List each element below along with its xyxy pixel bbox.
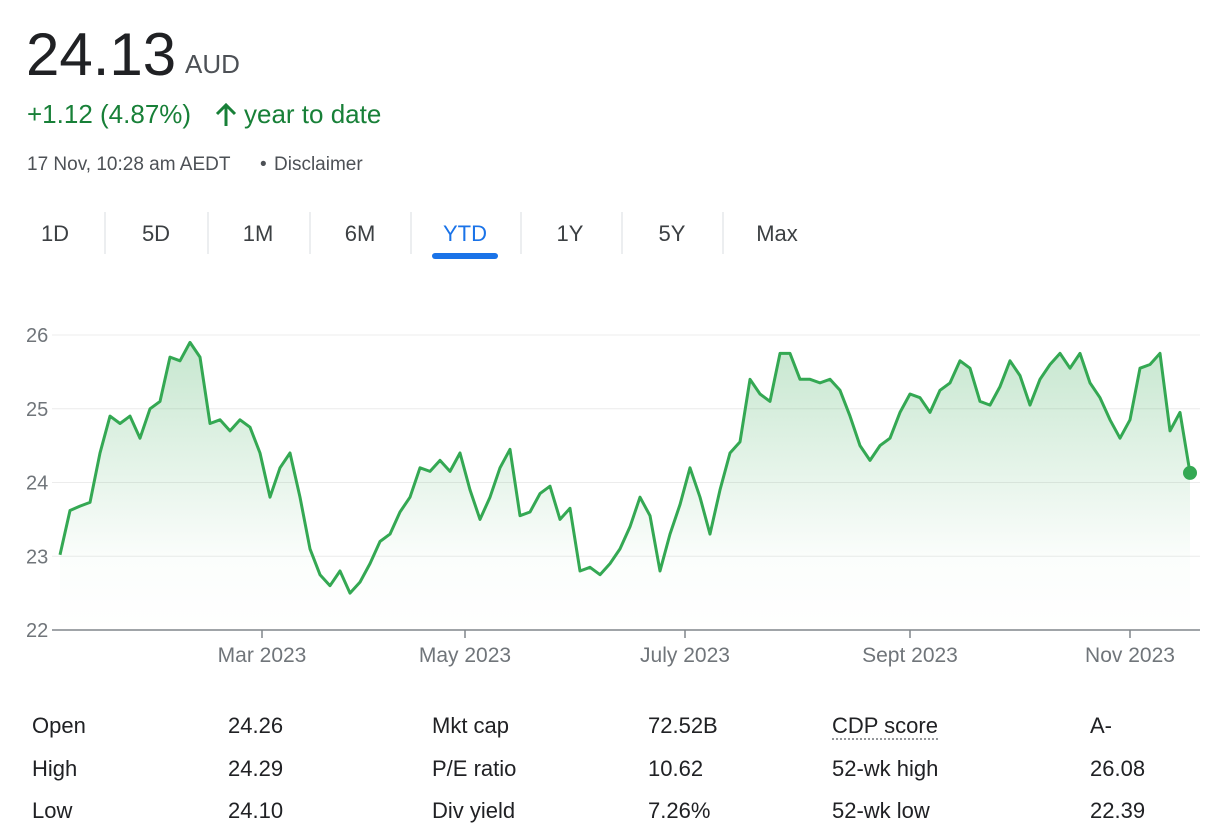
stat-label: 52-wk low <box>832 798 930 823</box>
stats-table: Open 24.26 Mkt cap 72.52B CDP score A- High 24.… <box>32 713 1145 823</box>
area <box>60 342 1190 630</box>
stat-value: 24.26 <box>228 713 283 738</box>
tab[interactable]: 1M <box>243 221 274 246</box>
stat-label: Div yield <box>432 798 515 823</box>
stat-label: High <box>32 756 77 781</box>
y-tick-label: 26 <box>26 325 48 347</box>
stat-label: 52-wk high <box>832 756 938 781</box>
tab[interactable]: 1Y <box>557 221 584 246</box>
last-point <box>1183 465 1197 480</box>
stat-label: P/E ratio <box>432 756 516 781</box>
y-tick-label: 24 <box>26 473 48 495</box>
tab-indicator <box>432 253 498 259</box>
stat-label[interactable]: CDP score <box>832 713 938 738</box>
separator: • <box>260 154 267 175</box>
period: year to date <box>244 99 381 129</box>
tab[interactable]: YTD <box>443 221 487 246</box>
stat-label: Low <box>32 798 72 823</box>
tabs: 1D 5D 1M 6M YTD 1Y 5Y Max <box>41 212 798 259</box>
x-tick-label: Mar 2023 <box>218 644 307 667</box>
stat-label: Mkt cap <box>432 713 509 738</box>
stat-value: 24.29 <box>228 756 283 781</box>
timestamp: 17 Nov, 10:28 am AEDT <box>27 154 231 175</box>
disclaimer[interactable]: Disclaimer <box>274 154 363 175</box>
tab[interactable]: 6M <box>345 221 376 246</box>
x-tick-label: July 2023 <box>640 644 730 667</box>
tab[interactable]: 1D <box>41 221 69 246</box>
stat-value: 22.39 <box>1090 798 1145 823</box>
up-arrow <box>215 102 237 126</box>
x-tick-label: May 2023 <box>419 644 511 667</box>
currency: AUD <box>185 49 240 79</box>
x-tick-label: Sept 2023 <box>862 644 958 667</box>
y-tick-label: 25 <box>26 399 48 421</box>
y-tick-label: 23 <box>26 546 48 568</box>
stat-value: A- <box>1090 713 1112 738</box>
stat-value: 26.08 <box>1090 756 1145 781</box>
price-line <box>58 340 1192 595</box>
tab[interactable]: Max <box>756 221 798 246</box>
stat-value: 7.26% <box>648 798 710 823</box>
chart: 22 23 24 25 26 Mar 2023 May 2023 July 2023 Sept … <box>26 325 1200 667</box>
stat-value: 10.62 <box>648 756 703 781</box>
tab[interactable]: 5D <box>142 221 170 246</box>
y-tick-label: 22 <box>26 620 48 642</box>
change: +1.12 (4.87%) <box>27 99 191 129</box>
price: 24.13 <box>26 21 176 88</box>
stat-value: 72.52B <box>648 713 718 738</box>
stat-value: 24.10 <box>228 798 283 823</box>
tab[interactable]: 5Y <box>659 221 686 246</box>
stat-label: Open <box>32 713 86 738</box>
x-tick-label: Nov 2023 <box>1085 644 1175 667</box>
